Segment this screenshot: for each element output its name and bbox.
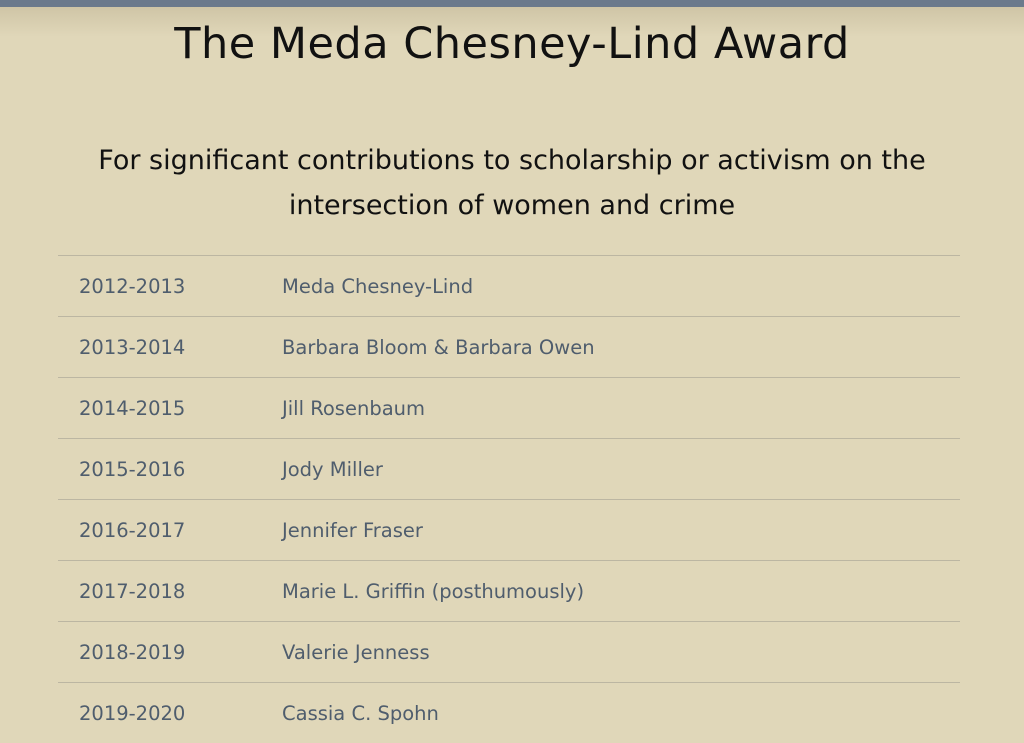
award-year: 2013-2014 bbox=[58, 317, 282, 378]
award-year: 2015-2016 bbox=[58, 439, 282, 500]
award-year: 2019-2020 bbox=[58, 683, 282, 743]
award-year: 2016-2017 bbox=[58, 500, 282, 561]
award-year: 2012-2013 bbox=[58, 256, 282, 317]
award-recipient: Jill Rosenbaum bbox=[282, 378, 960, 439]
award-year: 2014-2015 bbox=[58, 378, 282, 439]
award-recipient: Valerie Jenness bbox=[282, 622, 960, 683]
award-recipient: Barbara Bloom & Barbara Owen bbox=[282, 317, 960, 378]
top-bar bbox=[0, 0, 1024, 7]
award-recipient: Jody Miller bbox=[282, 439, 960, 500]
award-recipient: Jennifer Fraser bbox=[282, 500, 960, 561]
award-year: 2017-2018 bbox=[58, 561, 282, 622]
page-title: The Meda Chesney-Lind Award bbox=[0, 14, 1024, 74]
award-year: 2018-2019 bbox=[58, 622, 282, 683]
award-recipient: Marie L. Griffin (posthumously) bbox=[282, 561, 960, 622]
award-recipient: Meda Chesney-Lind bbox=[282, 256, 960, 317]
award-recipient: Cassia C. Spohn bbox=[282, 683, 960, 743]
page-subtitle: For significant contributions to scholar… bbox=[40, 138, 984, 228]
